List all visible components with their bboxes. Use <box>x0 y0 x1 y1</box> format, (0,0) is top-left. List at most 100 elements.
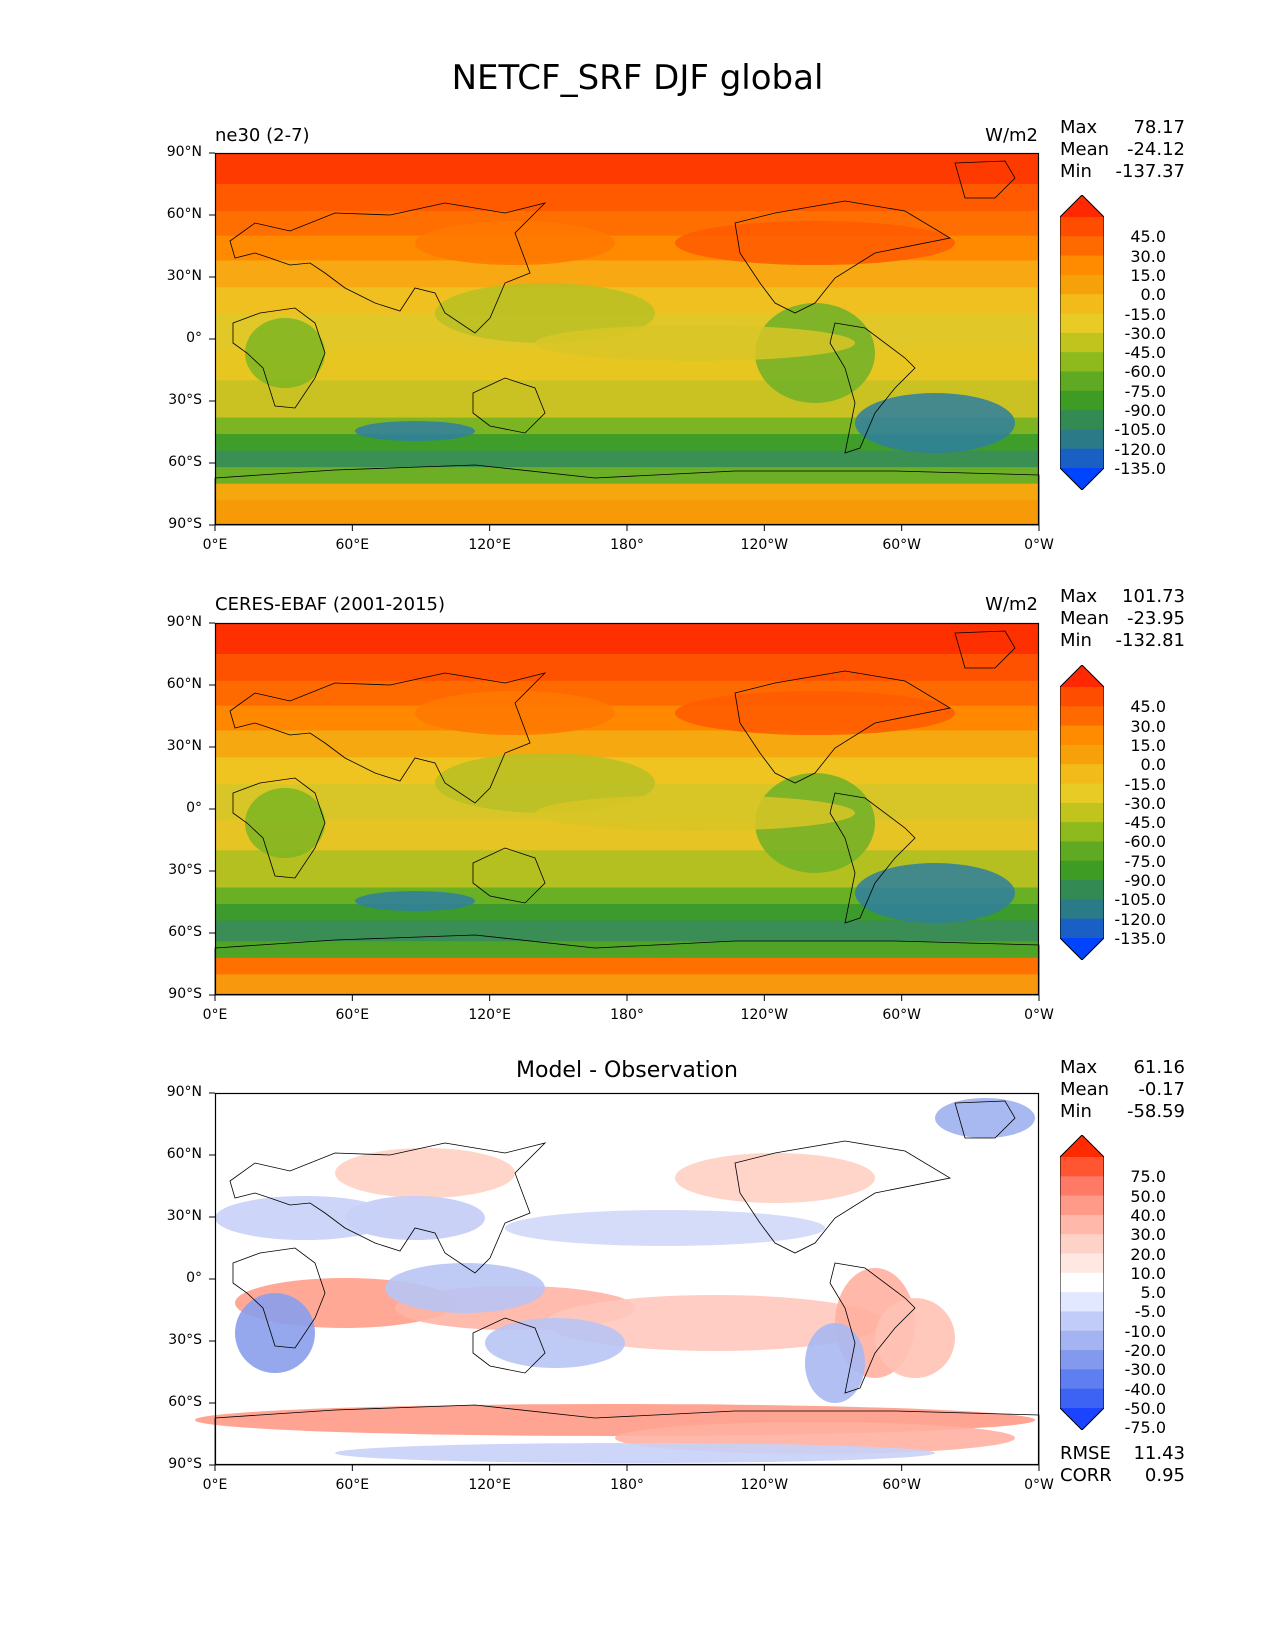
colorbar-segment <box>1060 332 1104 353</box>
colorbar-label: -90.0 <box>1124 401 1166 421</box>
colorbar-segment <box>1060 687 1104 707</box>
colorbar-segment <box>1060 1350 1104 1370</box>
field-patch-7 <box>415 691 615 735</box>
colorbar-bottom-extend <box>1060 468 1104 490</box>
colorbar-label: 15.0 <box>1130 735 1166 755</box>
anomaly-patch-17 <box>335 1443 935 1463</box>
colorbar-label: 30.0 <box>1130 716 1166 736</box>
coastline-1 <box>232 307 326 409</box>
lat-tick-label: 90°S <box>168 986 202 1002</box>
panel-1-max-label: Max <box>1060 117 1098 138</box>
colorbar-segment <box>1060 783 1104 804</box>
lon-tick-label: 60°E <box>335 1007 370 1023</box>
colorbar-label: -20.0 <box>1124 1341 1166 1361</box>
lon-tick-label: 180° <box>610 537 644 553</box>
coastline-2 <box>472 377 546 434</box>
lat-tick-label: 60°N <box>166 676 202 692</box>
colorbar-segment <box>1060 217 1104 237</box>
colorbar-label: -105.0 <box>1114 420 1166 440</box>
field-patch-7 <box>415 221 615 265</box>
lat-tick-label: 90°S <box>168 1456 202 1472</box>
panel-3-max-value: 61.16 <box>1133 1057 1185 1078</box>
colorbar-segment <box>1060 1369 1104 1390</box>
map-frame <box>214 1092 1040 1466</box>
colorbar-label: 15.0 <box>1130 265 1166 285</box>
field-band-14 <box>215 974 1039 996</box>
panel-3-rmse-label: RMSE <box>1060 1443 1111 1464</box>
field-patch-4 <box>855 393 1015 453</box>
colorbar-label: -15.0 <box>1124 774 1166 794</box>
panel-2-map <box>209 622 1040 1001</box>
colorbar-label: -75.0 <box>1124 381 1166 401</box>
panel-1-title: ne30 (2-7) <box>215 125 310 146</box>
field-band-4 <box>215 730 1039 758</box>
map-frame <box>214 152 1040 526</box>
lon-tick-label: 0°E <box>202 537 228 553</box>
lon-tick-label: 60°E <box>335 1477 370 1493</box>
panel-2-mean-label: Mean <box>1060 608 1110 629</box>
field-patch-2 <box>245 318 325 388</box>
anomaly-patch-14 <box>485 1318 625 1368</box>
colorbar-segment <box>1060 255 1104 276</box>
panel-3-min-value: -58.59 <box>1126 1101 1185 1122</box>
coastline-3 <box>734 200 952 314</box>
panel-3-max-label: Max <box>1060 1057 1098 1078</box>
colorbar-segment <box>1060 429 1104 450</box>
colorbar-label: 45.0 <box>1130 697 1166 717</box>
colorbar-segment <box>1060 390 1104 411</box>
field-band-0 <box>215 623 1039 655</box>
colorbar-segment <box>1060 1388 1104 1409</box>
field-patch-4 <box>855 863 1015 923</box>
colorbar-label: -135.0 <box>1114 929 1166 948</box>
lon-tick-label: 0°W <box>1024 537 1054 553</box>
lat-tick-label: 90°N <box>166 614 202 630</box>
panel-2-colorbar <box>1060 665 1104 960</box>
coastline-1 <box>232 1247 326 1349</box>
lon-tick-label: 0°W <box>1024 1007 1054 1023</box>
colorbar-label: -50.0 <box>1124 1399 1166 1418</box>
lon-tick-label: 120°W <box>740 537 789 553</box>
field-patch-2 <box>245 788 325 858</box>
panel-1-max-value: 78.17 <box>1133 117 1185 138</box>
field-band-12 <box>215 941 1039 959</box>
lon-tick-label: 120°E <box>468 537 511 553</box>
colorbar-segment <box>1060 1253 1104 1274</box>
colorbar-segment <box>1060 448 1104 469</box>
lon-tick-label: 180° <box>610 1477 644 1493</box>
colorbar-label: 0.0 <box>1140 755 1166 775</box>
colorbar-top-extend <box>1060 665 1104 687</box>
lat-tick-label: 30°S <box>168 392 202 408</box>
colorbar-label: -30.0 <box>1124 323 1166 343</box>
colorbar-segment <box>1060 802 1104 823</box>
figure-title: NETCF_SRF DJF global <box>451 58 824 98</box>
field-patch-3 <box>535 795 855 831</box>
field-patch-0 <box>435 283 655 343</box>
field-patch-0 <box>435 753 655 813</box>
panel-3-colorbar <box>1060 1135 1104 1430</box>
anomaly-patch-0 <box>335 1148 515 1198</box>
colorbar-label: -120.0 <box>1114 439 1166 459</box>
colorbar-label: -30.0 <box>1124 1360 1166 1380</box>
field-patch-6 <box>675 691 955 735</box>
coastline-0 <box>229 202 547 334</box>
panel-3-corr-value: 0.95 <box>1144 1465 1185 1486</box>
panel-2-max-label: Max <box>1060 586 1098 607</box>
lon-tick-label: 120°E <box>468 1007 511 1023</box>
lat-tick-label: 0° <box>186 1270 202 1286</box>
colorbar-top-extend <box>1060 1135 1104 1157</box>
anomaly-patch-16 <box>805 1323 865 1403</box>
lat-tick-label: 30°N <box>166 1208 202 1224</box>
lon-tick-label: 0°E <box>202 1477 228 1493</box>
field-band-11 <box>215 450 1039 468</box>
panel-3-title: Model - Observation <box>516 1058 738 1083</box>
lat-tick-label: 90°N <box>166 1084 202 1100</box>
colorbar-segment <box>1060 1330 1104 1351</box>
coastline-5 <box>954 630 1016 669</box>
panel-3-map <box>195 1092 1040 1471</box>
field-patch-5 <box>355 891 475 911</box>
colorbar-label: 75.0 <box>1130 1167 1166 1187</box>
colorbar-segment <box>1060 371 1104 392</box>
lat-tick-label: 60°N <box>166 1146 202 1162</box>
anomaly-patch-11 <box>505 1210 825 1246</box>
field-band-0 <box>215 153 1039 185</box>
